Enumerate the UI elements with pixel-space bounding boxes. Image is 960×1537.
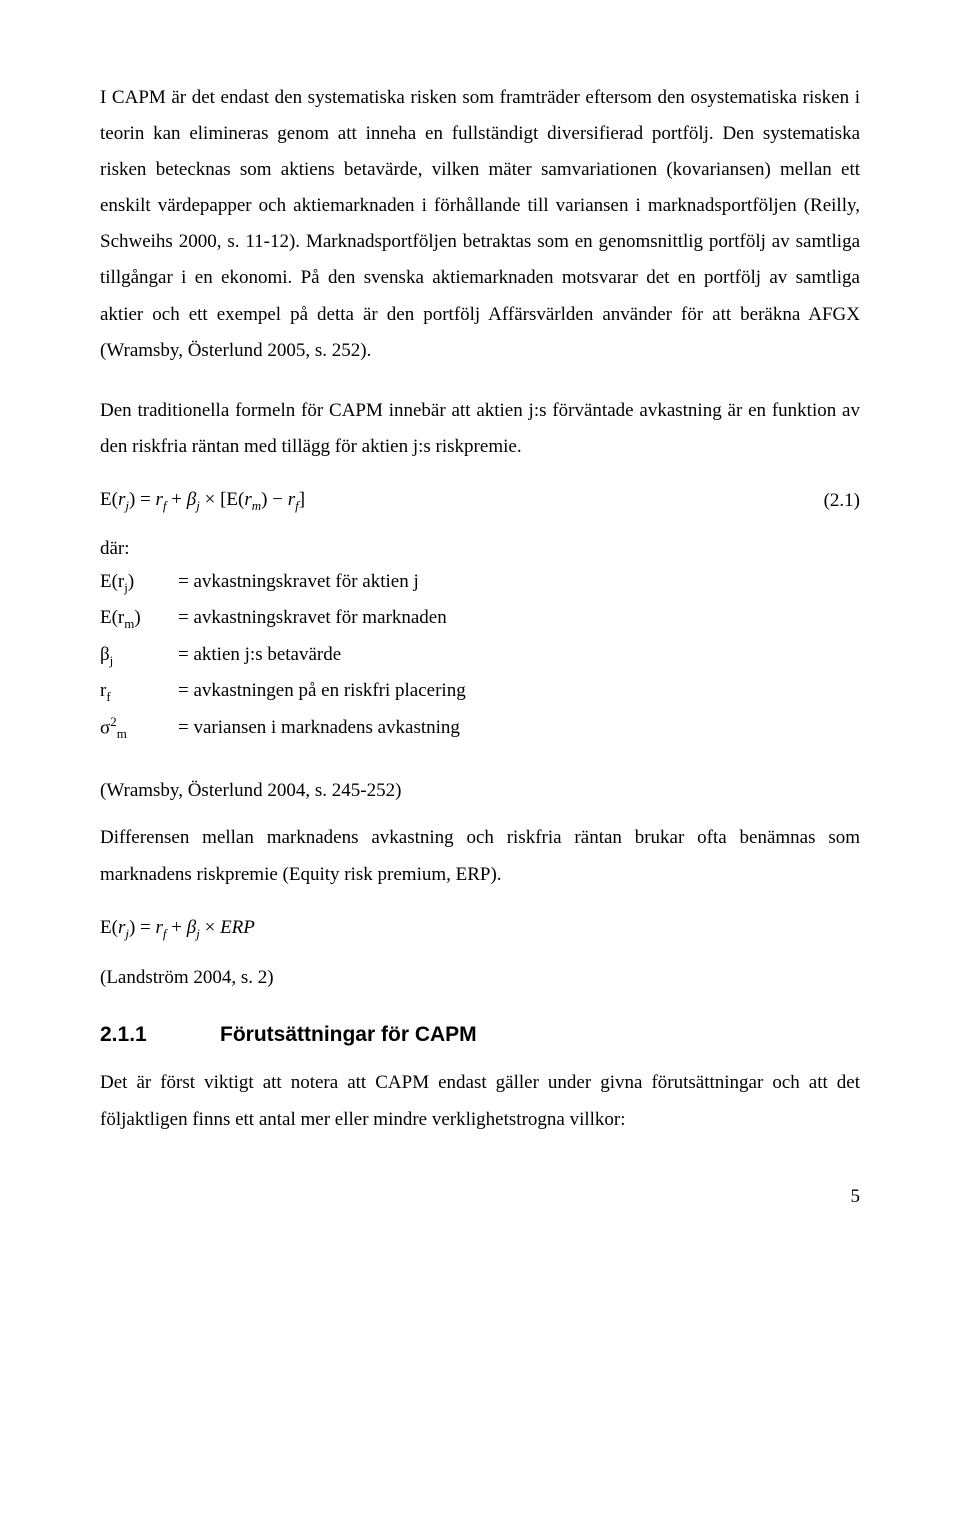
definition-symbol: E(rj) <box>100 564 178 600</box>
definition-symbol: E(rm) <box>100 600 178 636</box>
formula-1: E(rj) = rf + βj × [E(rm) − rf] <box>100 489 305 514</box>
definition-symbol: rf <box>100 673 178 709</box>
section-number: 2.1.1 <box>100 1023 220 1047</box>
formula-2-row: E(rj) = rf + βj × ERP <box>100 917 860 942</box>
definition-row: βj = aktien j:s betavärde <box>100 637 860 673</box>
definition-symbol: βj <box>100 637 178 673</box>
definition-row: σ2m = variansen i marknadens avkastning <box>100 710 860 747</box>
formula-1-number: (2.1) <box>824 490 860 512</box>
paragraph-3: Differensen mellan marknadens avkastning… <box>100 820 860 892</box>
paragraph-2: Den traditionella formeln för CAPM inneb… <box>100 393 860 465</box>
formula-1-row: E(rj) = rf + βj × [E(rm) − rf] (2.1) <box>100 489 860 514</box>
paragraph-4: Det är först viktigt att notera att CAPM… <box>100 1065 860 1137</box>
definition-symbol: σ2m <box>100 710 178 747</box>
page-number: 5 <box>100 1186 860 1208</box>
formula-2: E(rj) = rf + βj × ERP <box>100 917 255 942</box>
definition-desc: = aktien j:s betavärde <box>178 637 341 673</box>
section-title: Förutsättningar för CAPM <box>220 1023 477 1046</box>
paragraph-1: I CAPM är det endast den systematiska ri… <box>100 80 860 369</box>
section-heading: 2.1.1Förutsättningar för CAPM <box>100 1023 860 1047</box>
definition-desc: = avkastningskravet för aktien j <box>178 564 419 600</box>
definition-row: E(rm) = avkastningskravet för marknaden <box>100 600 860 636</box>
definition-row: rf = avkastningen på en riskfri placerin… <box>100 673 860 709</box>
definition-desc: = avkastningen på en riskfri placering <box>178 673 466 709</box>
definitions-list: E(rj) = avkastningskravet för aktien j E… <box>100 564 860 747</box>
reference-1: (Wramsby, Österlund 2004, s. 245-252) <box>100 780 860 802</box>
definition-row: E(rj) = avkastningskravet för aktien j <box>100 564 860 600</box>
definition-desc: = variansen i marknadens avkastning <box>178 710 460 747</box>
where-label: där: <box>100 538 860 560</box>
definition-desc: = avkastningskravet för marknaden <box>178 600 447 636</box>
reference-2: (Landström 2004, s. 2) <box>100 967 860 989</box>
page-container: I CAPM är det endast den systematiska ri… <box>0 0 960 1248</box>
